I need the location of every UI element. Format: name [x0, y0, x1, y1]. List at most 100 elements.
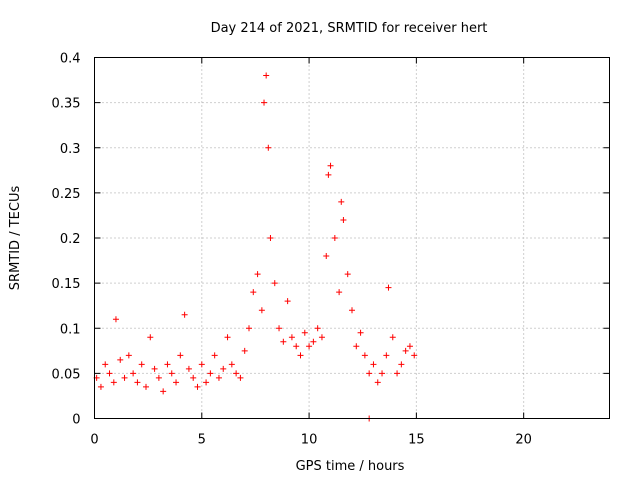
data-point — [246, 325, 252, 332]
data-point — [267, 235, 274, 241]
data-point — [155, 374, 162, 381]
x-tick-label: 0 — [90, 433, 98, 448]
data-point — [151, 365, 158, 372]
data-point — [357, 329, 364, 336]
data-point — [211, 352, 218, 359]
data-point — [284, 298, 291, 305]
data-point — [125, 352, 132, 359]
data-point — [160, 388, 167, 395]
x-tick-label: 20 — [515, 433, 532, 448]
data-point — [261, 99, 268, 106]
data-point — [374, 379, 381, 386]
data-point — [288, 334, 295, 341]
data-point — [383, 352, 390, 359]
data-point — [215, 374, 222, 381]
axes: 0 5 10 15 20 0 0.05 0.1 0.15 0.2 0.25 0.3 0.35 0.4 — [52, 52, 610, 448]
data-point — [318, 334, 325, 341]
data-point — [411, 352, 418, 359]
data-point — [263, 72, 270, 79]
data-point — [207, 370, 214, 377]
y-tick-label: 0.15 — [52, 277, 81, 292]
data-point — [271, 280, 278, 287]
data-point — [325, 171, 332, 178]
data-point — [370, 361, 377, 368]
data-point — [338, 198, 345, 205]
data-point — [185, 365, 192, 372]
data-point — [254, 271, 261, 278]
data-point — [402, 347, 409, 354]
y-tick-label: 0.25 — [52, 187, 81, 202]
data-point — [389, 334, 396, 341]
data-point — [220, 365, 227, 372]
y-tick-label: 0 — [72, 413, 80, 428]
data-point — [349, 307, 355, 314]
data-point — [398, 361, 405, 368]
data-point — [177, 352, 184, 359]
data-point — [203, 379, 210, 386]
x-tick-label: 5 — [198, 433, 206, 448]
data-point — [340, 216, 347, 223]
data-point — [297, 352, 304, 359]
data-point — [250, 289, 257, 296]
data-point — [394, 370, 401, 377]
y-tick-label: 0.35 — [52, 97, 81, 112]
data-point — [366, 370, 373, 377]
data-point — [353, 343, 360, 350]
y-tick-label: 0.05 — [52, 367, 81, 382]
data-point — [331, 235, 338, 241]
data-point — [112, 316, 119, 323]
data-points — [93, 72, 418, 422]
chart-title: Day 214 of 2021, SRMTID for receiver her… — [211, 21, 488, 36]
plot-frame — [94, 57, 610, 419]
data-point — [280, 338, 287, 345]
data-point — [102, 361, 109, 368]
y-tick-label: 0.4 — [60, 52, 81, 67]
data-point — [237, 374, 244, 381]
y-tick-label: 0.2 — [60, 232, 81, 247]
data-point — [198, 361, 205, 368]
x-tick-label: 15 — [408, 433, 425, 448]
data-point — [379, 370, 386, 377]
data-point — [164, 361, 171, 368]
data-point — [241, 347, 248, 354]
data-point — [181, 311, 188, 318]
data-point — [110, 379, 117, 386]
y-tick-label: 0.3 — [60, 142, 81, 157]
data-point — [293, 343, 300, 350]
grid — [94, 57, 610, 419]
data-point — [138, 361, 145, 368]
data-point — [224, 334, 231, 341]
data-point — [233, 370, 240, 377]
data-point — [147, 334, 154, 341]
data-point — [228, 361, 235, 368]
data-point — [336, 289, 343, 296]
data-point — [265, 144, 272, 151]
data-point — [130, 370, 137, 377]
data-point — [406, 343, 413, 350]
data-point — [190, 374, 197, 381]
x-tick-label: 10 — [301, 433, 318, 448]
data-point — [327, 162, 334, 169]
data-point — [314, 325, 321, 332]
data-point — [143, 383, 149, 390]
data-point — [385, 284, 392, 291]
data-point — [168, 370, 175, 377]
data-point — [97, 383, 104, 390]
data-point — [344, 271, 351, 278]
data-point — [258, 307, 265, 314]
y-axis-label: SRMTID / TECUs — [8, 186, 23, 291]
data-point — [310, 338, 317, 345]
data-point — [117, 356, 124, 363]
y-tick-label: 0.1 — [60, 322, 81, 337]
data-point — [306, 343, 313, 350]
data-point — [301, 329, 308, 336]
data-point — [276, 325, 283, 332]
x-axis-label: GPS time / hours — [296, 459, 405, 474]
data-point — [194, 383, 201, 390]
data-point — [323, 253, 330, 260]
data-point — [134, 379, 141, 386]
data-point — [361, 352, 368, 359]
data-point — [173, 379, 180, 386]
data-point — [106, 370, 113, 377]
